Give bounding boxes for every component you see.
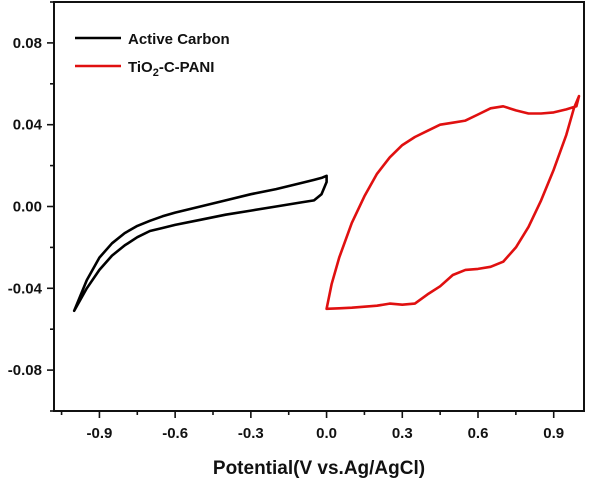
series-line-active-carbon	[72, 174, 328, 313]
x-tick-label: 0.3	[392, 425, 413, 442]
tick-labels-group: -0.9 -0.6 -0.3 0.0 0.3 0.6 0.9 -0.08 -0.04 0.00 0.…	[8, 35, 564, 442]
y-tick-label: 0.00	[13, 199, 42, 216]
x-tick-label: -0.3	[238, 425, 264, 442]
y-tick-label: -0.08	[8, 362, 42, 379]
legend: Active Carbon TiO2-C-PANI	[75, 31, 230, 79]
x-axis-title: Potential(V vs.Ag/AgCl)	[213, 458, 425, 479]
y-tick-label: 0.08	[13, 35, 42, 52]
legend-label-tio2-prefix: TiO	[128, 59, 153, 76]
x-tick-label: -0.6	[162, 425, 188, 442]
legend-label-tio2-suffix: -C-PANI	[159, 59, 215, 76]
x-tick-label: -0.9	[86, 425, 112, 442]
x-tick-label: 0.9	[543, 425, 564, 442]
x-tick-label: 0.6	[468, 425, 489, 442]
x-tick-label: 0.0	[316, 425, 337, 442]
series-line-tio2-c-pani	[325, 94, 581, 311]
legend-label-active-carbon: Active Carbon	[128, 31, 230, 48]
legend-label-tio2-c-pani: TiO2-C-PANI	[128, 59, 214, 79]
ticks-group	[47, 1, 555, 418]
series-group	[72, 94, 581, 313]
y-tick-label: 0.04	[13, 117, 43, 134]
legend-label-tio2-subscript: 2	[153, 67, 159, 79]
y-tick-label: -0.04	[8, 280, 43, 297]
